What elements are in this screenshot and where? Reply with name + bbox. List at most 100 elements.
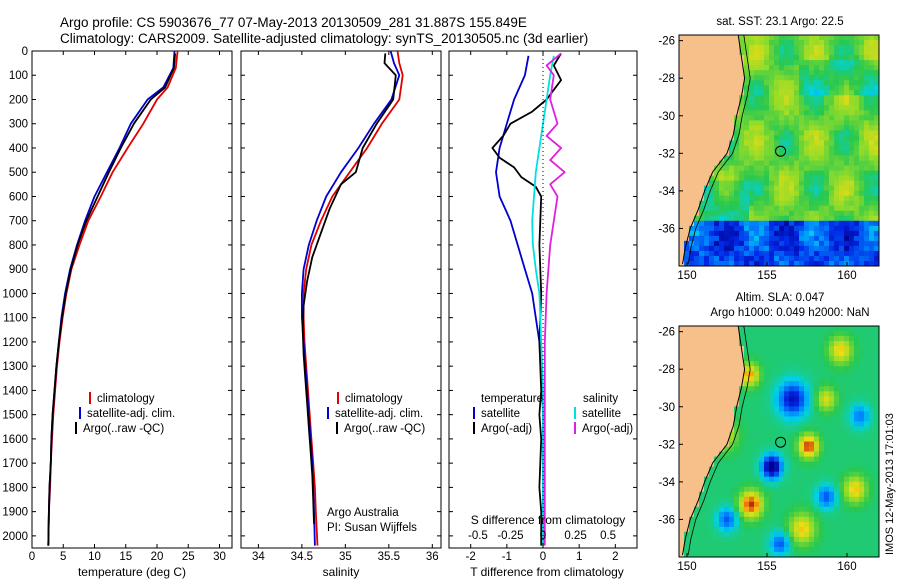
map-cell (849, 486, 855, 493)
map-cell (744, 110, 750, 116)
map-cell (799, 255, 805, 262)
map-cell (699, 506, 705, 513)
map-cell (789, 85, 795, 91)
map-cell (774, 165, 780, 171)
map-cell (804, 155, 810, 161)
map-cell (714, 255, 720, 262)
map-cell (814, 541, 820, 548)
map-cell (749, 110, 755, 116)
map-cell (729, 501, 735, 508)
map-cell (724, 40, 730, 46)
map-cell (844, 541, 850, 548)
map-cell (794, 356, 800, 362)
map-cell (754, 200, 760, 207)
map-cell (749, 481, 755, 488)
map-cell (839, 526, 845, 533)
map-cell (809, 135, 815, 141)
map-cell (794, 526, 800, 533)
map-cell (834, 165, 840, 171)
map-cell (739, 35, 745, 41)
map-cell (794, 411, 800, 417)
map-cell (679, 235, 685, 242)
map-cell (839, 396, 845, 402)
map-cell (769, 100, 775, 106)
map-cell (849, 521, 855, 528)
map-cell (859, 120, 865, 126)
map-cell (794, 260, 800, 266)
map-cell (829, 230, 835, 237)
map-cell (784, 411, 790, 417)
map-cell (759, 426, 765, 432)
map-cell (839, 361, 845, 367)
map-cell (789, 451, 795, 457)
map-cell (694, 326, 700, 332)
map-cell (809, 346, 815, 352)
map-cell (679, 80, 685, 86)
map-cell (734, 220, 740, 227)
map-cell (739, 95, 745, 101)
map-cell (759, 75, 765, 81)
map-cell (679, 125, 685, 131)
map-cell (734, 100, 740, 106)
map-cell (854, 511, 860, 518)
map-cell (719, 491, 725, 498)
map-cell (774, 511, 780, 518)
map-cell (844, 481, 850, 488)
map-cell (834, 45, 840, 51)
map-cell (849, 331, 855, 337)
map-cell (794, 521, 800, 528)
map-cell (854, 205, 860, 212)
map-cell (709, 396, 715, 402)
map-cell (844, 361, 850, 367)
map-cell (859, 85, 865, 91)
map-cell (699, 411, 705, 417)
map-cell (874, 461, 879, 468)
map-cell (699, 190, 705, 197)
map-cell (724, 190, 730, 197)
map-cell (869, 40, 875, 46)
map-cell (774, 105, 780, 111)
map-cell (864, 115, 870, 121)
map-cell (814, 140, 820, 146)
map-cell (859, 396, 865, 402)
map-cell (874, 35, 879, 41)
map-cell (839, 180, 845, 187)
map-cell (799, 526, 805, 533)
map-cell (754, 356, 760, 362)
map-cell (729, 175, 735, 182)
map-cell (809, 95, 815, 101)
map-cell (689, 351, 695, 357)
map-cell (779, 441, 785, 447)
map-cell (694, 376, 700, 382)
map-cell (754, 456, 760, 462)
map-cell (864, 341, 870, 347)
map-cell (869, 531, 875, 538)
map-cell (874, 516, 879, 523)
temperature-legend: climatology satellite-adj. clim. Argo(..… (75, 392, 175, 435)
map-cell (859, 326, 865, 332)
map-cell (829, 436, 835, 442)
map-cell (864, 451, 870, 457)
map-cell (804, 40, 810, 46)
lat-tick-label: -28 (658, 73, 675, 85)
map-cell (809, 190, 815, 197)
map-cell (844, 391, 850, 397)
map-cell (804, 145, 810, 151)
map-cell (804, 210, 810, 217)
map-cell (859, 215, 865, 222)
map-cell (854, 185, 860, 192)
map-cell (834, 50, 840, 56)
map-cell (749, 501, 755, 508)
map-cell (839, 235, 845, 242)
map-cell (739, 255, 745, 262)
map-cell (869, 90, 875, 96)
map-cell (784, 366, 790, 372)
map-cell (814, 361, 820, 367)
map-cell (749, 516, 755, 523)
map-cell (789, 50, 795, 56)
map-cell (779, 446, 785, 452)
map-cell (854, 35, 860, 41)
map-cell (694, 245, 700, 252)
map-cell (714, 496, 720, 503)
map-cell (689, 546, 695, 553)
